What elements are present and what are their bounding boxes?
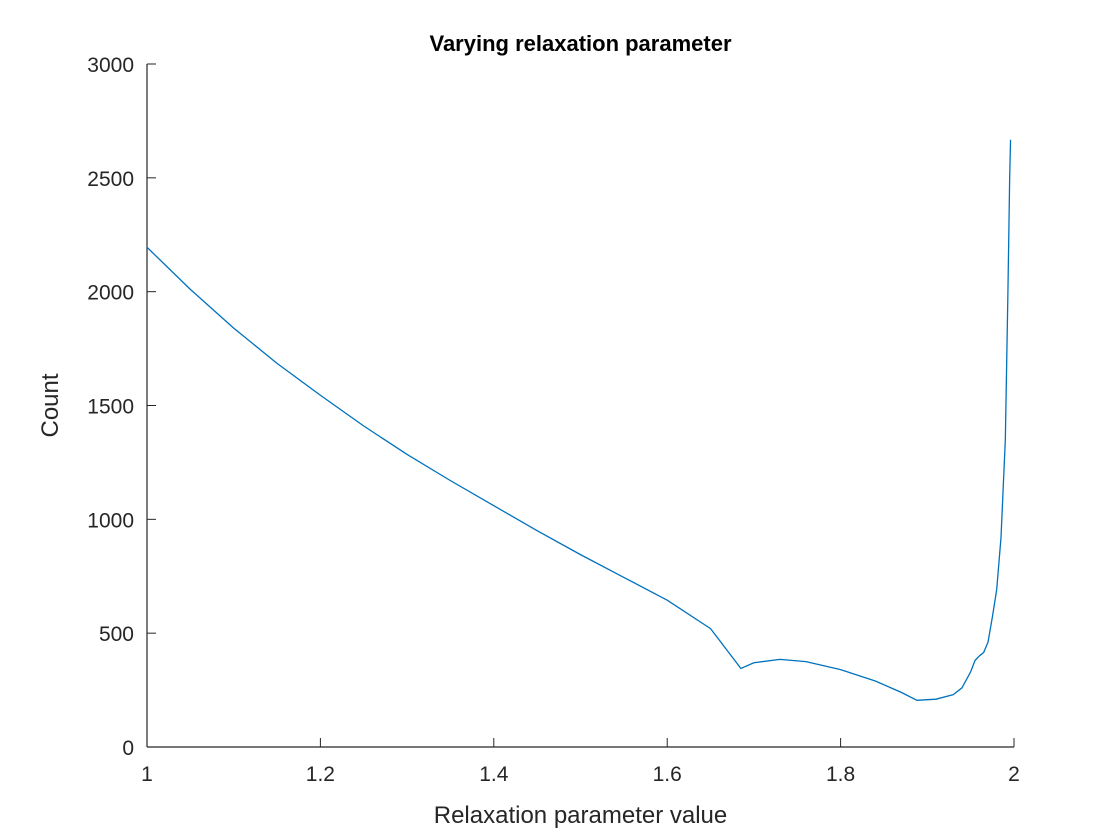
- y-tick-label: 500: [99, 623, 134, 646]
- x-axis-ticks: 1 1.2 1.4 1.6 1.8 2: [141, 738, 1020, 786]
- x-tick-label: 1.8: [826, 763, 855, 786]
- series-line: [146, 139, 1012, 701]
- y-tick-label: 1000: [87, 509, 134, 532]
- x-tick-label: 1: [141, 763, 153, 786]
- axes: [146, 64, 1014, 748]
- y-tick-label: 2500: [87, 168, 134, 191]
- y-axis-ticks: 0 500 1000 1500 2000 2500 3000: [87, 54, 156, 760]
- y-tick-label: 3000: [87, 54, 134, 77]
- y-tick-label: 1500: [87, 396, 134, 419]
- x-tick-label: 1.6: [653, 763, 682, 786]
- series-group: [146, 139, 1012, 701]
- y-tick-label: 2000: [87, 282, 134, 305]
- x-tick-label: 1.4: [479, 763, 509, 786]
- x-tick-label: 2: [1008, 763, 1020, 786]
- x-axis-label: Relaxation parameter value: [434, 802, 728, 829]
- y-axis-label: Count: [37, 373, 64, 437]
- chart-title: Varying relaxation parameter: [429, 31, 731, 56]
- y-tick-label: 0: [122, 737, 134, 760]
- x-tick-label: 1.2: [306, 763, 335, 786]
